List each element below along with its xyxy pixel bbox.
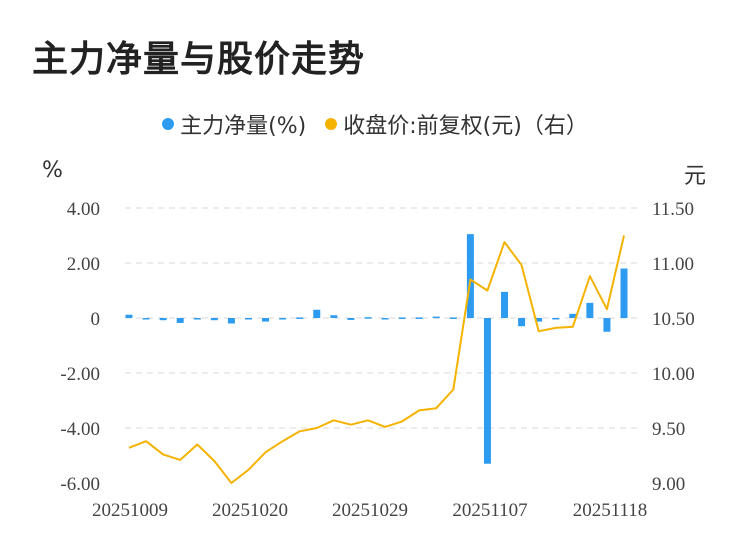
right-axis-tick: 10.50 <box>652 309 695 330</box>
net-flow-bar <box>142 318 150 320</box>
net-flow-bar <box>552 318 560 320</box>
net-flow-bar <box>313 309 321 318</box>
chart-legend: 主力净量(%) 收盘价:前复权(元)（右） <box>0 108 750 140</box>
net-flow-bar <box>262 318 270 322</box>
net-flow-bar <box>466 234 474 318</box>
net-flow-bar <box>449 317 457 319</box>
net-flow-bar <box>364 317 372 319</box>
left-axis-tick: 2.00 <box>67 254 100 275</box>
net-flow-bar <box>347 318 355 320</box>
net-flow-bar <box>432 316 440 319</box>
left-axis-tick: 0 <box>91 309 101 330</box>
net-flow-bar <box>176 318 184 323</box>
net-flow-bar <box>398 317 406 319</box>
x-axis-tick: 20251118 <box>573 500 648 521</box>
net-flow-bar <box>483 318 491 464</box>
net-flow-bar <box>501 291 509 318</box>
right-axis-tick: 11.50 <box>652 199 694 220</box>
net-flow-bar <box>603 318 611 332</box>
legend-label-net: 主力净量(%) <box>180 114 307 139</box>
legend-dot-price <box>325 118 338 130</box>
left-axis-tick: 4.00 <box>67 199 100 220</box>
net-flow-bar <box>330 315 338 318</box>
right-axis-tick: 11.00 <box>652 254 694 275</box>
net-flow-bar <box>125 314 133 318</box>
chart-title: 主力净量与股价走势 <box>32 39 366 80</box>
legend-dot-net <box>162 118 175 130</box>
net-flow-bar <box>279 318 287 320</box>
right-axis-tick: 9.00 <box>652 474 685 495</box>
net-flow-bar <box>586 302 594 318</box>
left-axis-tick: -4.00 <box>60 419 100 440</box>
left-axis-unit: % <box>42 158 63 183</box>
right-axis-unit: 元 <box>684 164 707 189</box>
legend-item-net[interactable]: 主力净量(%) <box>162 108 306 140</box>
x-axis-tick: 20251009 <box>92 500 168 521</box>
net-flow-bar <box>620 268 628 318</box>
x-axis-tick: 20251029 <box>332 500 408 521</box>
net-flow-bar <box>159 318 167 321</box>
left-axis-tick: -2.00 <box>60 364 100 385</box>
x-axis-tick: 20251020 <box>212 500 288 521</box>
legend-label-price: 收盘价:前复权(元)（右） <box>343 114 588 139</box>
net-flow-bar <box>210 318 218 321</box>
net-flow-bar <box>244 318 252 320</box>
net-flow-bar <box>535 318 543 322</box>
left-axis-tick: -6.00 <box>60 474 100 495</box>
net-flow-bar <box>569 313 577 318</box>
legend-item-price[interactable]: 收盘价:前复权(元)（右） <box>325 108 588 140</box>
net-flow-bar <box>193 318 201 320</box>
net-flow-bar <box>415 317 423 319</box>
x-axis-tick: 20251107 <box>452 500 527 521</box>
price-line <box>128 235 625 484</box>
right-axis-tick: 10.00 <box>652 364 695 385</box>
net-flow-bar <box>518 318 526 327</box>
net-flow-bar <box>227 318 235 324</box>
right-axis-tick: 9.50 <box>652 419 685 440</box>
net-flow-bar <box>296 317 304 319</box>
net-flow-bar <box>381 318 389 320</box>
